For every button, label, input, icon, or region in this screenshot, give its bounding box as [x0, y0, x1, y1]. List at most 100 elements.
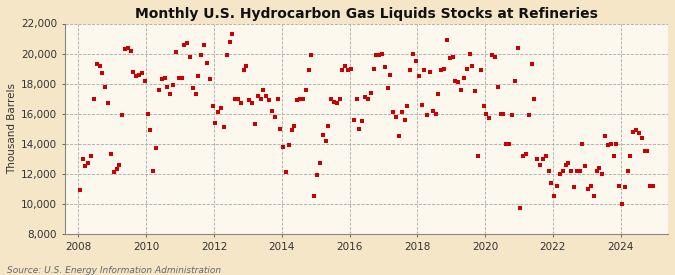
Point: [453, 80, 464, 84]
Point: [119, 47, 130, 51]
Point: [617, 202, 628, 206]
Point: [425, 69, 435, 74]
Point: [148, 169, 159, 173]
Point: [326, 97, 337, 101]
Point: [315, 161, 325, 166]
Point: [145, 128, 156, 132]
Point: [526, 62, 537, 66]
Point: [382, 86, 393, 90]
Point: [495, 111, 506, 116]
Point: [408, 51, 418, 56]
Point: [100, 84, 111, 89]
Point: [402, 104, 413, 108]
Point: [599, 134, 610, 138]
Point: [230, 97, 240, 101]
Point: [202, 60, 213, 65]
Point: [441, 38, 452, 42]
Point: [572, 169, 583, 173]
Point: [227, 32, 238, 36]
Point: [560, 163, 571, 167]
Point: [275, 126, 286, 131]
Point: [103, 101, 113, 105]
Point: [479, 104, 489, 108]
Point: [394, 134, 404, 138]
Point: [518, 153, 529, 158]
Point: [385, 72, 396, 77]
Point: [312, 173, 323, 177]
Point: [134, 72, 144, 77]
Point: [628, 130, 639, 134]
Point: [298, 97, 308, 101]
Point: [439, 66, 450, 71]
Point: [83, 161, 94, 166]
Point: [410, 59, 421, 63]
Point: [323, 123, 333, 128]
Point: [198, 42, 209, 47]
Point: [165, 92, 176, 96]
Point: [405, 68, 416, 72]
Point: [458, 75, 469, 80]
Point: [105, 152, 116, 156]
Point: [396, 110, 407, 114]
Point: [484, 116, 495, 120]
Point: [157, 77, 167, 81]
Point: [645, 184, 655, 188]
Point: [111, 167, 122, 172]
Point: [241, 63, 252, 68]
Point: [444, 56, 455, 60]
Point: [88, 97, 99, 101]
Point: [577, 142, 588, 146]
Point: [603, 143, 614, 147]
Point: [272, 97, 283, 101]
Point: [153, 87, 164, 92]
Point: [351, 97, 362, 101]
Point: [535, 163, 545, 167]
Point: [117, 113, 128, 117]
Point: [391, 114, 402, 119]
Point: [167, 83, 178, 87]
Point: [467, 63, 478, 68]
Point: [481, 111, 492, 116]
Point: [261, 94, 271, 98]
Point: [108, 170, 119, 175]
Point: [472, 153, 483, 158]
Point: [586, 184, 597, 188]
Point: [487, 53, 497, 57]
Point: [97, 71, 108, 75]
Point: [269, 114, 280, 119]
Point: [337, 68, 348, 72]
Point: [436, 68, 447, 72]
Point: [95, 63, 105, 68]
Point: [221, 53, 232, 57]
Point: [489, 54, 500, 59]
Point: [354, 126, 364, 131]
Point: [114, 163, 125, 167]
Point: [611, 142, 622, 146]
Point: [80, 164, 91, 169]
Point: [136, 71, 147, 75]
Point: [537, 156, 548, 161]
Point: [151, 146, 161, 150]
Point: [281, 170, 292, 175]
Point: [258, 87, 269, 92]
Point: [284, 143, 294, 147]
Point: [506, 113, 517, 117]
Point: [605, 142, 616, 146]
Point: [475, 68, 486, 72]
Point: [171, 50, 182, 54]
Point: [630, 128, 641, 132]
Point: [205, 77, 215, 81]
Point: [594, 166, 605, 170]
Point: [374, 53, 385, 57]
Point: [196, 53, 207, 57]
Point: [277, 145, 288, 149]
Point: [433, 92, 444, 96]
Point: [512, 45, 523, 50]
Point: [580, 164, 591, 169]
Point: [371, 53, 382, 57]
Point: [422, 113, 433, 117]
Point: [289, 123, 300, 128]
Point: [128, 69, 139, 74]
Point: [399, 117, 410, 122]
Point: [131, 74, 142, 78]
